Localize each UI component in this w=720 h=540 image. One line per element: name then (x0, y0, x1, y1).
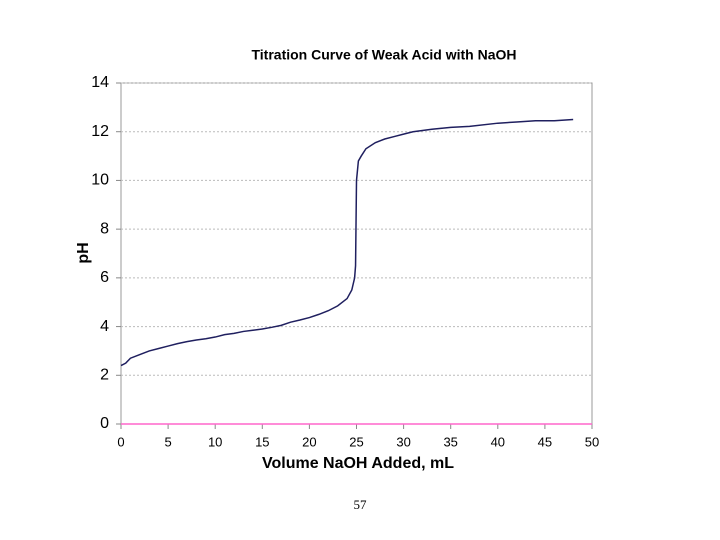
x-tick-label: 50 (585, 434, 599, 449)
data-line (120, 118, 574, 367)
x-tick-label: 0 (117, 434, 124, 449)
y-tick-label: 6 (100, 269, 109, 286)
plot-area (120, 82, 593, 425)
page-number: 57 (354, 497, 368, 512)
y-tick-label: 10 (91, 172, 109, 189)
x-tick-label: 45 (538, 434, 552, 449)
y-tick-label: 14 (91, 74, 109, 91)
x-tick-label: 20 (302, 434, 316, 449)
y-axis-label: pH (75, 242, 92, 263)
x-tick-label: 10 (208, 434, 222, 449)
x-tick-label: 40 (491, 434, 505, 449)
x-tick-label: 35 (443, 434, 457, 449)
y-tick-label: 8 (100, 220, 109, 237)
x-tick-label: 5 (164, 434, 171, 449)
x-tick-label: 15 (255, 434, 269, 449)
y-tick-label: 2 (100, 367, 109, 384)
chart-title: Titration Curve of Weak Acid with NaOH (251, 47, 516, 63)
x-axis-label: Volume NaOH Added, mL (262, 455, 454, 472)
y-tick-label: 12 (91, 123, 109, 140)
x-tick-label: 30 (396, 434, 410, 449)
x-tick-label: 25 (349, 434, 363, 449)
y-tick-label: 0 (100, 415, 109, 432)
y-tick-label: 4 (100, 318, 109, 335)
